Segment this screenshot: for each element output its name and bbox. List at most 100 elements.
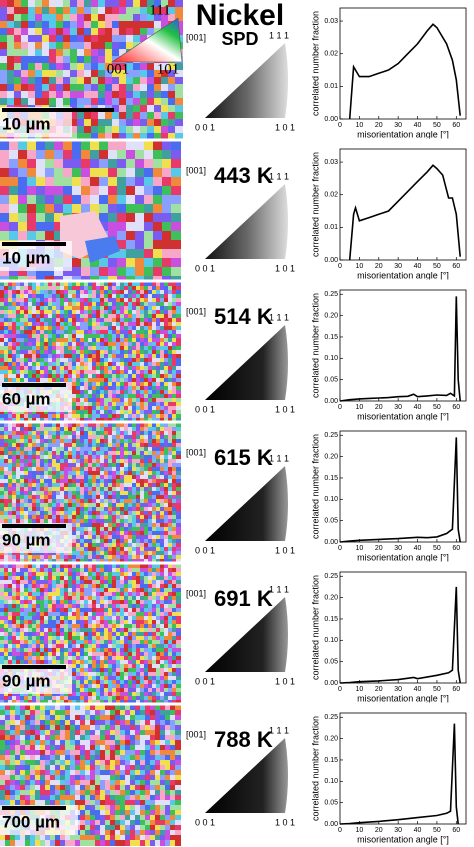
grain [172, 410, 177, 415]
grain [12, 427, 17, 432]
grain [88, 584, 93, 589]
grain [68, 326, 73, 331]
grain [88, 439, 93, 444]
grain [80, 624, 85, 629]
grain [8, 423, 13, 428]
grain [92, 350, 97, 355]
grain [24, 334, 29, 339]
grain [76, 451, 81, 456]
grain [76, 479, 81, 484]
grain [144, 439, 149, 444]
grain [152, 535, 157, 540]
grain [133, 35, 141, 43]
grain [48, 334, 53, 339]
grain [44, 507, 49, 512]
grain [136, 435, 141, 440]
grain [81, 195, 91, 205]
grain [44, 330, 49, 335]
grain [0, 334, 5, 339]
grain [16, 491, 21, 496]
grain [112, 84, 120, 92]
grain [168, 63, 176, 71]
grain [168, 282, 173, 287]
grain [20, 568, 25, 573]
grain [140, 612, 145, 617]
grain [117, 168, 127, 178]
grain [100, 378, 105, 383]
grain [136, 350, 141, 355]
grain [0, 495, 5, 500]
grain [63, 186, 73, 196]
grain [176, 431, 181, 436]
grain [84, 515, 89, 520]
grain [84, 455, 89, 460]
grain [36, 551, 41, 556]
grain [124, 531, 129, 536]
grain [32, 354, 37, 359]
grain [88, 298, 93, 303]
grain [0, 342, 5, 347]
grain [156, 410, 161, 415]
grain [21, 56, 29, 64]
grain [88, 467, 93, 472]
grain [80, 318, 85, 323]
grain [88, 459, 93, 464]
grain [100, 648, 105, 653]
grain [56, 616, 61, 621]
grain [128, 535, 133, 540]
grain [104, 491, 109, 496]
grain [32, 483, 37, 488]
grain [76, 282, 81, 287]
grain [152, 294, 157, 299]
grain [117, 141, 127, 151]
grain [148, 592, 153, 597]
grain [48, 451, 53, 456]
grain [160, 576, 165, 581]
grain [36, 358, 41, 363]
grain [20, 652, 25, 657]
grain [32, 471, 37, 476]
grain [96, 366, 101, 371]
grain [24, 374, 29, 379]
grain [132, 543, 137, 548]
grain [160, 491, 165, 496]
grain [56, 366, 61, 371]
grain [105, 63, 113, 71]
grain [80, 588, 85, 593]
grain [112, 467, 117, 472]
grain [48, 338, 53, 343]
grain [171, 222, 181, 232]
grain [84, 527, 89, 532]
grain [120, 455, 125, 460]
grain [54, 168, 64, 178]
grain [136, 535, 141, 540]
grain [76, 350, 81, 355]
grain [148, 334, 153, 339]
grain [156, 511, 161, 516]
grain [100, 358, 105, 363]
grain [128, 318, 133, 323]
grain [28, 495, 33, 500]
grain [126, 126, 134, 134]
grain [20, 338, 25, 343]
grain [117, 231, 127, 241]
grain [176, 531, 181, 536]
grain [124, 616, 129, 621]
grain [24, 495, 29, 500]
grain [172, 358, 177, 363]
grain [56, 0, 64, 8]
grain [112, 640, 117, 645]
grain [72, 406, 77, 411]
grain [105, 7, 113, 15]
grain [128, 451, 133, 456]
grain [140, 483, 145, 488]
grain [128, 366, 133, 371]
grain [116, 531, 121, 536]
grain [40, 338, 45, 343]
grain [68, 338, 73, 343]
grain [20, 443, 25, 448]
grain [96, 386, 101, 391]
grain [4, 354, 9, 359]
grain [81, 150, 91, 160]
grain [68, 499, 73, 504]
